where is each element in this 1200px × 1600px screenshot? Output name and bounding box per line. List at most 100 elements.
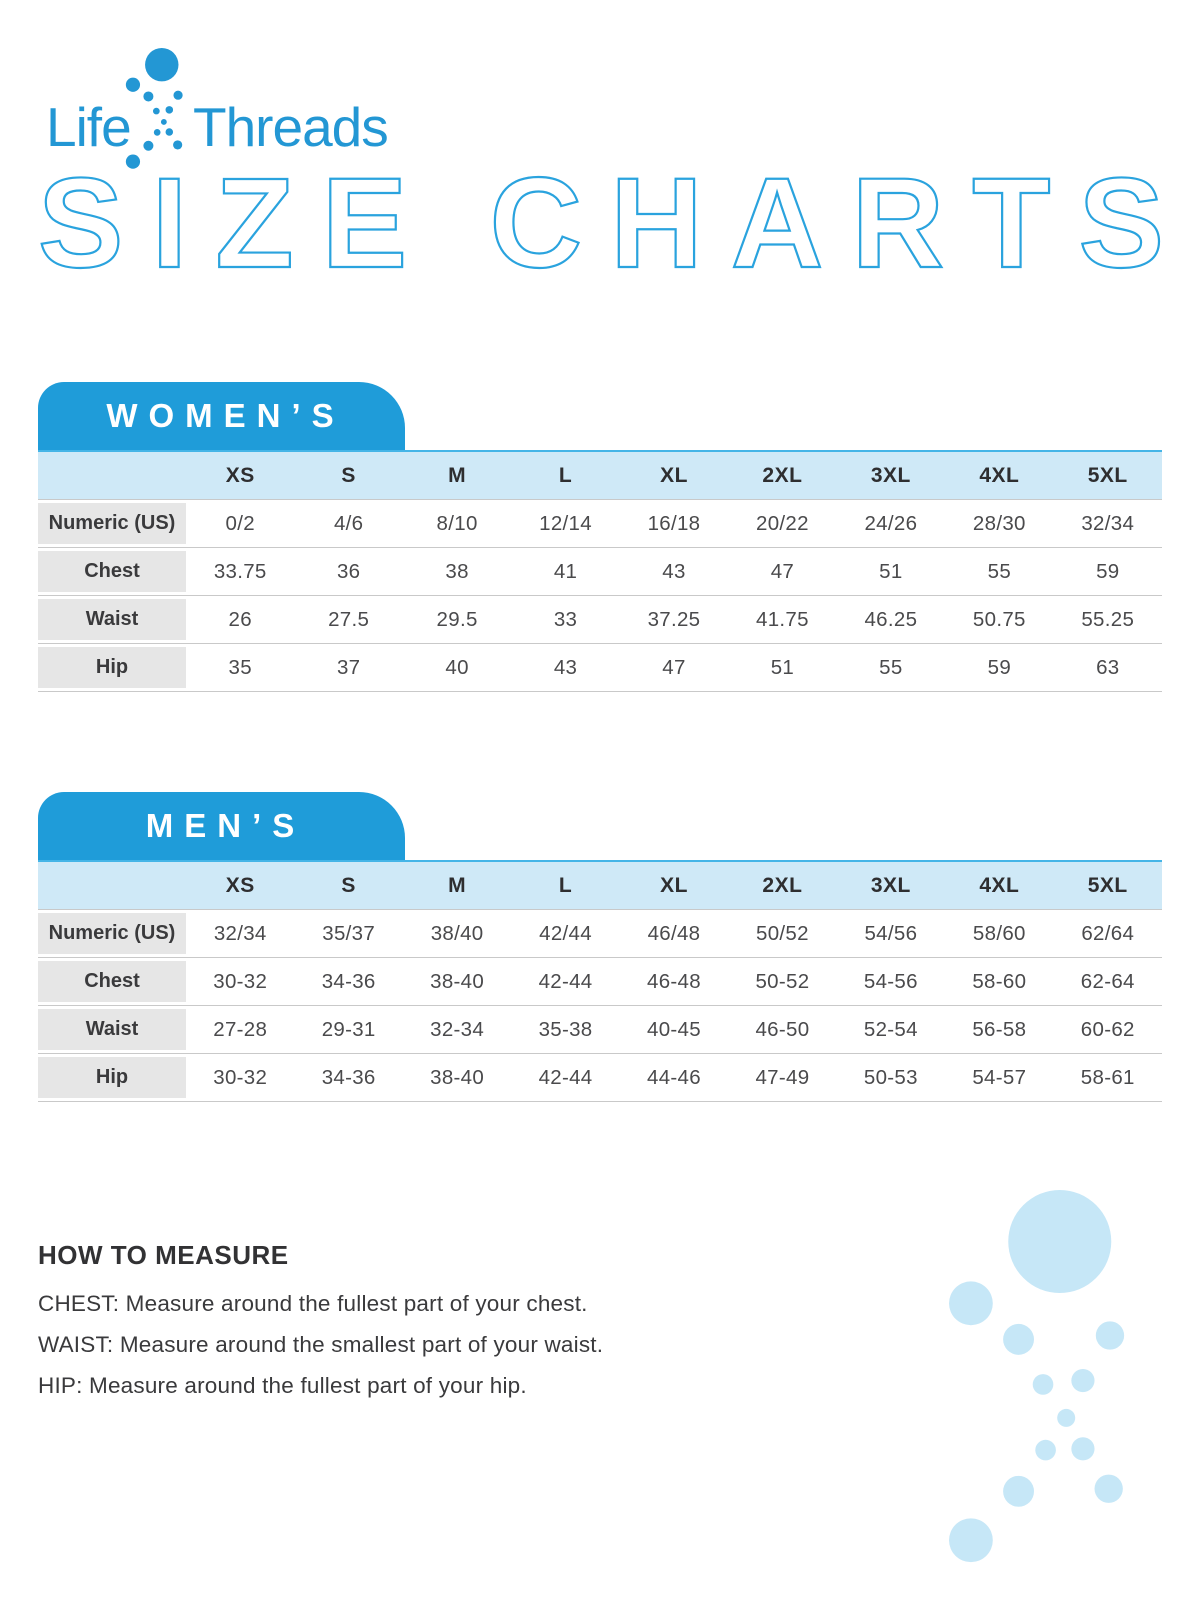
womens-size-table: XS S M L XL 2XL 3XL 4XL 5XL Numeric (US)… [38, 450, 1162, 692]
mens-tab-label: MEN’S [145, 807, 306, 844]
table-cell: 52-54 [836, 1005, 946, 1053]
womens-size-header: XS [186, 450, 295, 499]
table-cell: 50-53 [836, 1053, 946, 1101]
table-cell: 44-46 [619, 1053, 729, 1101]
table-cell: 33 [511, 595, 620, 643]
table-cell: 27-28 [186, 1005, 295, 1053]
table-cell: 47 [619, 643, 729, 691]
table-cell: 54-56 [836, 957, 946, 1005]
mens-size-header: S [294, 860, 403, 909]
table-cell: 59 [1053, 547, 1162, 595]
title-letter: S [1078, 152, 1166, 295]
table-cell: 60-62 [1053, 1005, 1162, 1053]
womens-size-header: XL [619, 450, 729, 499]
table-cell: 30-32 [186, 1053, 295, 1101]
table-cell: 58-61 [1053, 1053, 1162, 1101]
table-cell: 38/40 [402, 909, 512, 957]
womens-size-header: L [511, 450, 620, 499]
table-cell: 20/22 [728, 499, 837, 547]
mens-size-header: 4XL [945, 860, 1054, 909]
mens-size-header: M [402, 860, 512, 909]
table-cell: 42-44 [511, 957, 620, 1005]
table-cell: 59 [945, 643, 1054, 691]
measure-instruction-hip: HIP: Measure around the fullest part of … [38, 1373, 527, 1398]
table-cell: 33.75 [186, 547, 295, 595]
table-cell: 16/18 [619, 499, 729, 547]
womens-row-label: Numeric (US) [38, 499, 186, 547]
table-cell: 35-38 [511, 1005, 620, 1053]
table-cell: 38 [402, 547, 512, 595]
table-cell: 4/6 [294, 499, 403, 547]
table-cell: 47-49 [728, 1053, 837, 1101]
table-cell: 35/37 [294, 909, 403, 957]
title-letter: A [730, 152, 825, 295]
mens-size-header: 2XL [728, 860, 837, 909]
table-cell: 41.75 [728, 595, 837, 643]
mens-header-corner [38, 860, 186, 909]
table-cell: 29-31 [294, 1005, 403, 1053]
womens-row-label: Chest [38, 547, 186, 595]
title-letter: Z [214, 152, 294, 295]
mens-size-header: 3XL [836, 860, 946, 909]
table-cell: 50-52 [728, 957, 837, 1005]
logo-text-life: Life [46, 96, 132, 158]
table-cell: 46/48 [619, 909, 729, 957]
table-cell: 50/52 [728, 909, 837, 957]
table-cell: 40-45 [619, 1005, 729, 1053]
table-cell: 32/34 [1053, 499, 1162, 547]
decorative-dots-graphic [949, 1190, 1125, 1563]
table-cell: 37.25 [619, 595, 729, 643]
table-cell: 30-32 [186, 957, 295, 1005]
table-cell: 58/60 [945, 909, 1054, 957]
womens-size-header: 2XL [728, 450, 837, 499]
mens-row-label: Numeric (US) [38, 909, 186, 957]
womens-row-label: Waist [38, 595, 186, 643]
table-cell: 0/2 [186, 499, 295, 547]
table-cell: 36 [294, 547, 403, 595]
table-cell: 42/44 [511, 909, 620, 957]
mens-row-label: Chest [38, 957, 186, 1005]
table-cell: 32-34 [402, 1005, 512, 1053]
measure-instruction-chest: CHEST: Measure around the fullest part o… [38, 1291, 588, 1316]
table-cell: 27.5 [294, 595, 403, 643]
table-cell: 62/64 [1053, 909, 1162, 957]
title-letter: C [488, 152, 583, 295]
table-cell: 46-48 [619, 957, 729, 1005]
womens-tab-label: WOMEN’S [106, 397, 345, 434]
title-letter: S [37, 152, 125, 295]
womens-size-header: M [402, 450, 512, 499]
table-cell: 51 [728, 643, 837, 691]
womens-size-header: 3XL [836, 450, 946, 499]
table-cell: 41 [511, 547, 620, 595]
logo-text-threads: Threads [193, 96, 389, 158]
mens-size-header: XL [619, 860, 729, 909]
mens-row-label: Waist [38, 1005, 186, 1053]
how-to-measure-section: HOW TO MEASURE CHEST: Measure around the… [38, 1240, 718, 1414]
title-letter: H [609, 152, 704, 295]
table-cell: 58-60 [945, 957, 1054, 1005]
table-cell: 37 [294, 643, 403, 691]
table-cell: 24/26 [836, 499, 946, 547]
table-cell: 40 [402, 643, 512, 691]
table-cell: 8/10 [402, 499, 512, 547]
womens-size-header: S [294, 450, 403, 499]
table-cell: 35 [186, 643, 295, 691]
table-cell: 63 [1053, 643, 1162, 691]
title-letter: I [151, 152, 189, 295]
table-cell: 38-40 [402, 957, 512, 1005]
womens-size-header: 4XL [945, 450, 1054, 499]
table-cell: 55.25 [1053, 595, 1162, 643]
mens-size-header: XS [186, 860, 295, 909]
womens-size-header: 5XL [1053, 450, 1162, 499]
table-cell: 54/56 [836, 909, 946, 957]
table-cell: 29.5 [402, 595, 512, 643]
mens-tab: MEN’S [38, 792, 405, 860]
table-cell: 42-44 [511, 1053, 620, 1101]
mens-row-label: Hip [38, 1053, 186, 1101]
womens-row-label: Hip [38, 643, 186, 691]
table-cell: 32/34 [186, 909, 295, 957]
mens-size-header: 5XL [1053, 860, 1162, 909]
table-cell: 50.75 [945, 595, 1054, 643]
womens-tab: WOMEN’S [38, 382, 405, 450]
